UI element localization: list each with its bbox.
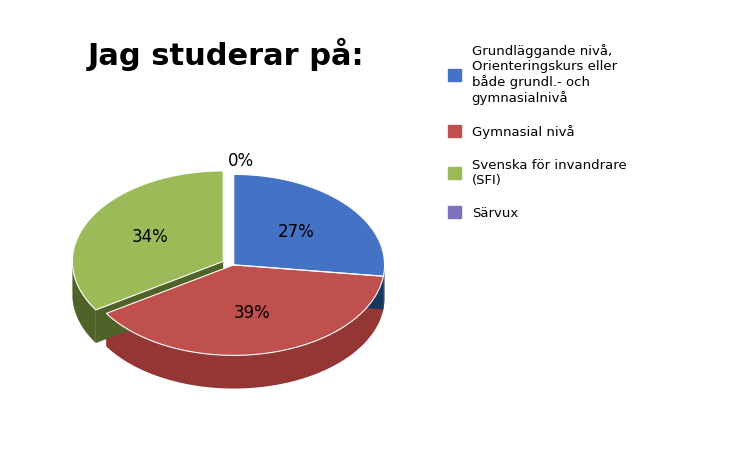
Text: 39%: 39% [234,305,270,323]
Text: 34%: 34% [132,228,169,246]
Text: 0%: 0% [228,152,254,170]
Polygon shape [72,171,223,310]
Polygon shape [96,262,223,343]
Polygon shape [106,265,383,355]
Polygon shape [234,175,385,276]
Text: 27%: 27% [277,223,314,241]
Text: Jag studerar på:: Jag studerar på: [88,38,364,71]
Polygon shape [234,265,383,309]
Polygon shape [234,265,383,309]
Legend: Grundläggande nivå,
Orienteringskurs eller
både grundl.- och
gymnasialnivå, Gymn: Grundläggande nivå, Orienteringskurs ell… [444,40,630,224]
Polygon shape [106,276,383,388]
Polygon shape [383,266,385,309]
Polygon shape [106,265,234,347]
Polygon shape [72,263,96,343]
